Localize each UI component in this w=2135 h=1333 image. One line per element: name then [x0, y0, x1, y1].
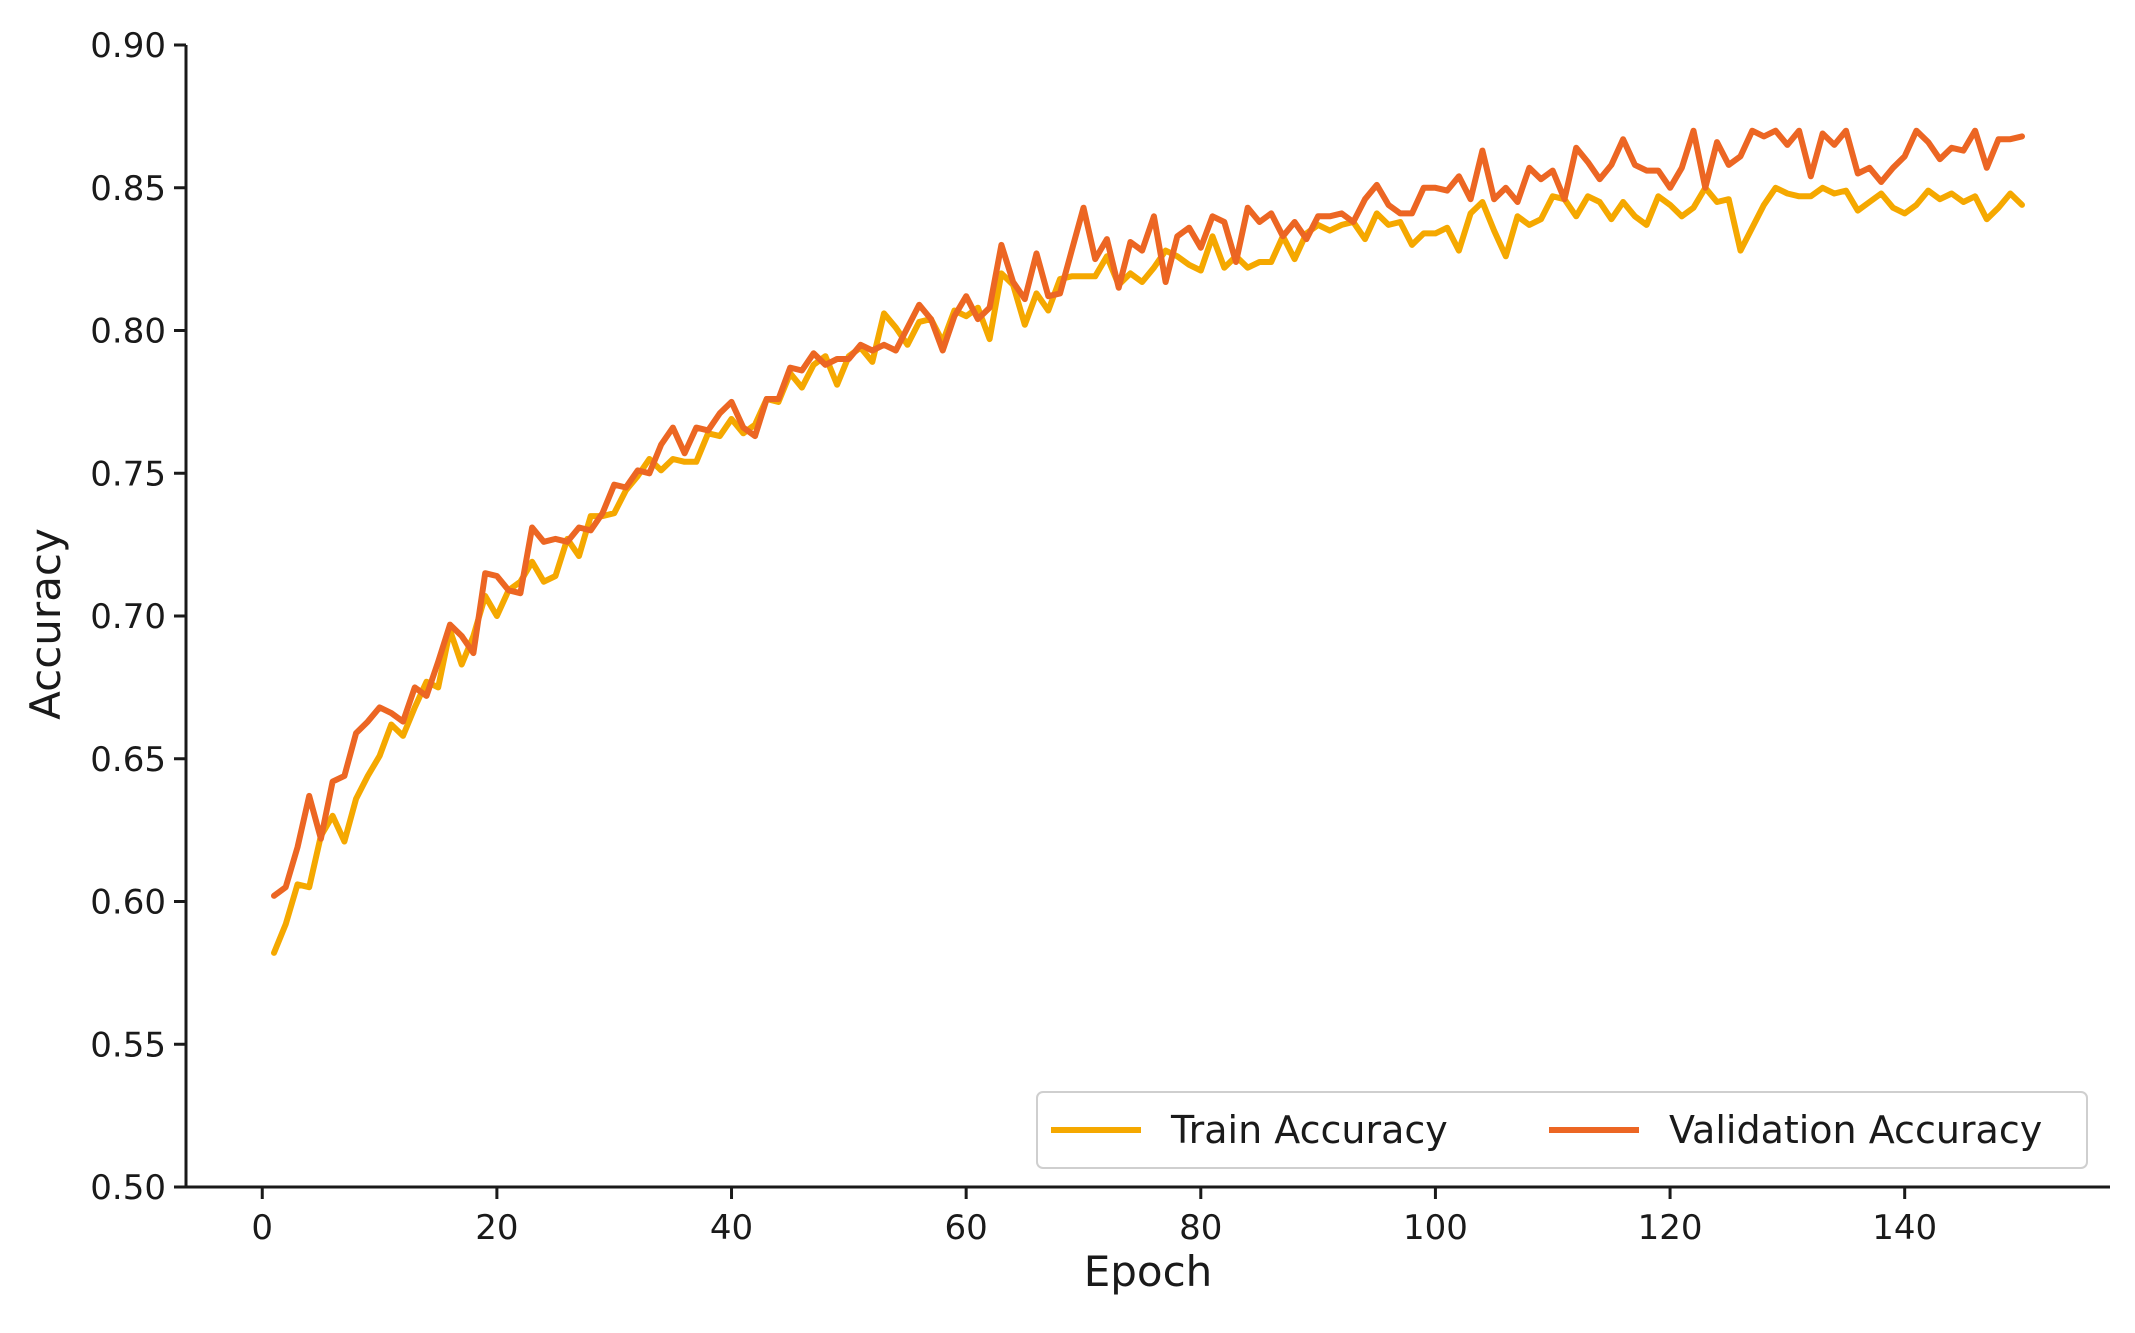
legend: Train Accuracy Validation Accuracy: [1036, 1091, 2088, 1169]
axes-layer: 0.50 0.55 0.60 0.65 0.70 0.75 0.80 0.85 0.90 0 20 4…: [90, 26, 2110, 1248]
y-tick-label: 0.70: [90, 597, 166, 637]
x-tick-label: 80: [1179, 1208, 1222, 1248]
x-tick-label: 120: [1638, 1208, 1703, 1248]
y-tick-label: 0.85: [90, 169, 166, 209]
series-line-validation: [271, 127, 2025, 899]
y-tick-label: 0.50: [90, 1168, 166, 1208]
series-layer: [271, 127, 2025, 956]
y-tick-label: 0.60: [90, 883, 166, 923]
y-tick-label: 0.55: [90, 1025, 166, 1065]
y-tick-label: 0.75: [90, 454, 166, 494]
y-tick-label: 0.90: [90, 26, 166, 66]
y-tick-label: 0.65: [90, 740, 166, 780]
x-tick-label: 20: [475, 1208, 518, 1248]
legend-label-train: Train Accuracy: [1170, 1108, 1448, 1152]
legend-label-validation: Validation Accuracy: [1669, 1108, 2042, 1152]
x-tick-label: 40: [710, 1208, 753, 1248]
y-axis-label: Accuracy: [21, 528, 70, 720]
y-tick-label: 0.80: [90, 312, 166, 352]
x-tick-label: 100: [1403, 1208, 1468, 1248]
x-axis-label: Epoch: [1084, 1247, 1213, 1296]
x-tick-label: 0: [251, 1208, 273, 1248]
series-line-train: [271, 184, 2025, 956]
x-tick-label: 140: [1872, 1208, 1937, 1248]
x-tick-label: 60: [945, 1208, 988, 1248]
